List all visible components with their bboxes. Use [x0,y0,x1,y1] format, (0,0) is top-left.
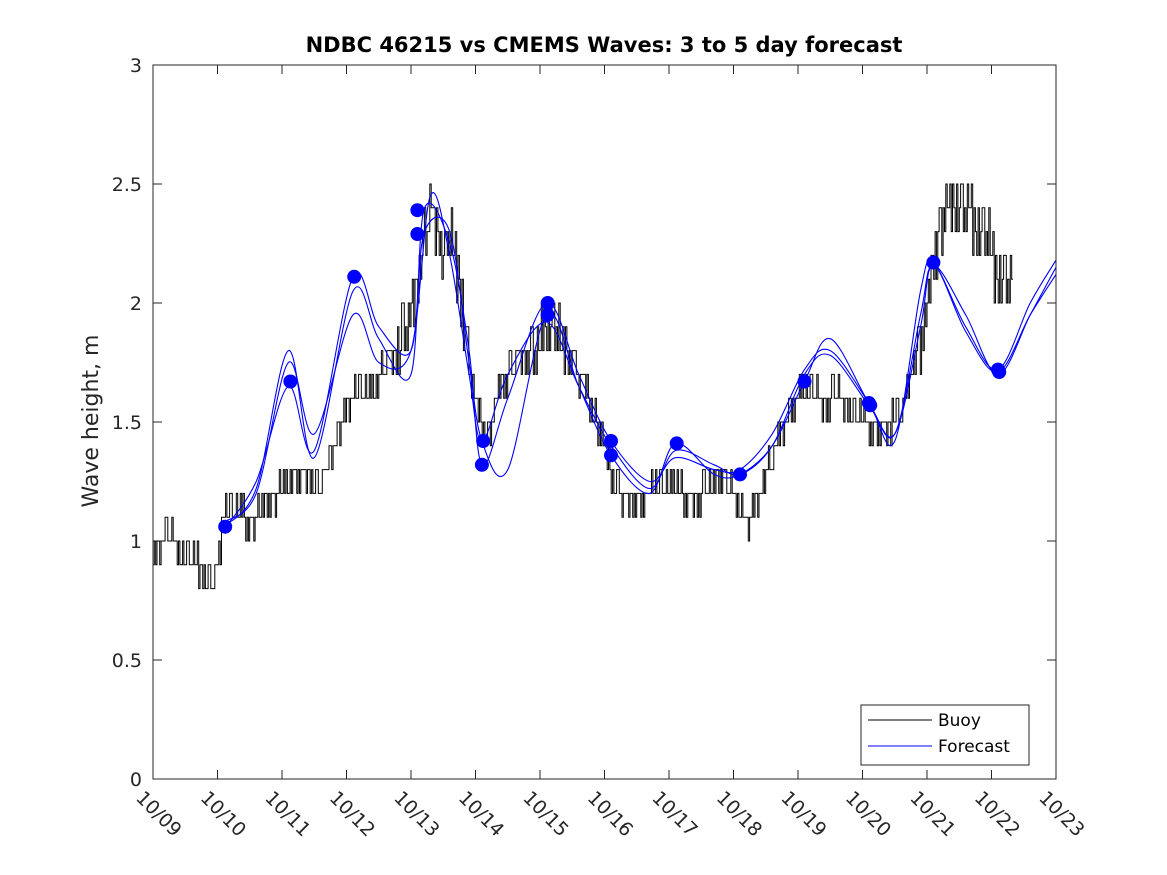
x-tick-label: 10/09 [131,787,185,841]
forecast-marker [797,374,812,389]
forecast-marker [540,307,555,322]
y-tick-label: 1.5 [112,412,142,434]
x-tick-label: 10/11 [260,787,314,841]
forecast-marker [347,269,362,284]
forecast-marker [474,457,489,472]
forecast-marker [733,467,747,482]
y-tick-label: 2.5 [112,174,142,196]
legend: Buoy Forecast [860,704,1030,766]
plot-frame [152,64,1057,780]
y-tick-label: 0 [130,769,142,791]
legend-forecast-label: Forecast [938,737,1010,757]
forecast-marker [540,296,555,310]
forecast-marker [992,365,1007,379]
forecast-marker [863,398,878,413]
plot-area [153,65,1056,779]
legend-box [860,704,1030,766]
x-tick-label: 10/23 [1034,787,1088,841]
forecast-marker [218,519,233,534]
x-tick-label: 10/21 [905,787,959,841]
y-tick-label: 2 [130,293,142,315]
forecast-marker [604,448,618,463]
x-tick-label: 10/10 [196,787,250,841]
x-tick-label: 10/17 [647,787,701,841]
forecast-marker [926,255,941,270]
legend-buoy-label: Buoy [938,711,981,731]
forecast-marker [604,434,618,448]
forecast-line [223,192,1057,523]
x-tick-label: 10/16 [583,787,637,841]
buoy-line [153,183,1013,590]
forecast-marker [283,374,298,389]
buoy-series [153,183,1013,590]
x-tick-label: 10/19 [776,787,830,841]
y-tick-label: 3 [130,55,142,77]
x-tick-label: 10/18 [712,787,766,841]
y-tick-label: 0.5 [112,650,142,672]
x-tick-label: 10/15 [518,787,572,841]
chart-title: NDBC 46215 vs CMEMS Waves: 3 to 5 day fo… [306,33,903,57]
forecast-marker [669,436,684,451]
x-tick-label: 10/22 [970,787,1024,841]
x-tick-label: 10/20 [841,787,895,841]
x-tick-label: 10/14 [454,787,508,841]
x-tick-label: 10/13 [389,787,443,841]
y-axis-label: Wave height, m [79,335,104,508]
x-tick-label: 10/12 [325,787,379,841]
forecast-marker [410,227,425,241]
forecast-marker [476,434,491,448]
y-tick-label: 1 [130,531,142,553]
forecast-markers [218,203,1007,534]
forecast-line [223,202,1057,528]
forecast-marker [410,203,425,218]
